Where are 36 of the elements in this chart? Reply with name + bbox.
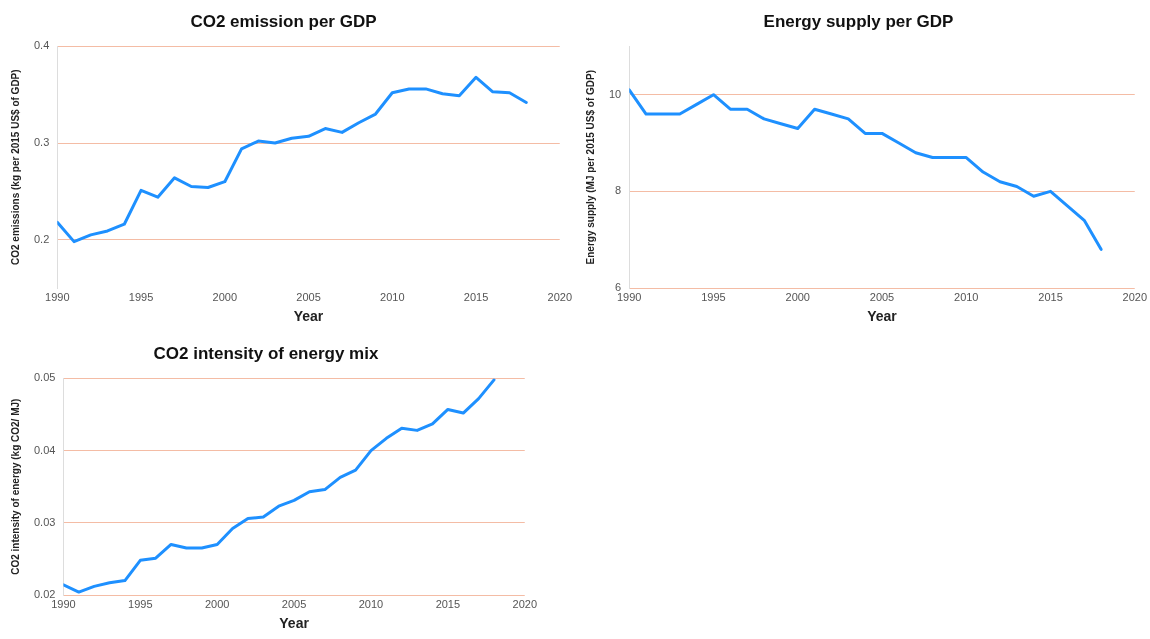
x-tick-label: 2000: [212, 290, 238, 303]
x-tick-label: 2020: [547, 290, 573, 303]
y-axis-title: CO2 intensity of energy (kg CO2/ MJ): [9, 398, 21, 575]
x-tick-label: 2015: [463, 290, 489, 303]
x-axis-title: Year: [293, 308, 324, 325]
x-tick-label: 2020: [1122, 290, 1148, 303]
chart-title: Energy supply per GDP: [763, 11, 954, 31]
y-tick-label: 0.05: [33, 371, 56, 384]
x-tick-label: 2010: [380, 290, 405, 303]
x-tick-label: 2015: [435, 597, 461, 610]
x-tick-label: 2005: [296, 290, 321, 303]
y-tick-label: 0.3: [33, 136, 50, 149]
chart-title: CO2 emission per GDP: [190, 11, 377, 31]
x-axis-title: Year: [867, 308, 898, 325]
x-tick-label: 2015: [1038, 290, 1063, 303]
x-tick-label: 2010: [954, 290, 979, 303]
x-tick-label: 1990: [45, 290, 70, 303]
y-tick-label: 0.2: [33, 232, 50, 245]
y-axis-title: Energy supply (MJ per 2015 US$ of GDP): [584, 69, 596, 265]
x-tick-label: 2000: [204, 597, 230, 610]
y-tick-label: 0.4: [33, 39, 50, 52]
y-tick-label: 0.03: [33, 515, 56, 528]
x-tick-label: 2010: [358, 597, 384, 610]
x-tick-label: 1995: [701, 290, 726, 303]
y-axis-title: CO2 emissions (kg per 2015 US$ of GDP): [9, 69, 21, 266]
y-tick-label: 10: [608, 87, 622, 100]
chart-title: CO2 intensity of energy mix: [153, 343, 379, 363]
x-tick-label: 2000: [785, 290, 810, 303]
y-tick-label: 8: [615, 184, 622, 197]
y-tick-label: 0.04: [33, 443, 56, 456]
x-tick-label: 2020: [512, 597, 538, 610]
x-tick-label: 2005: [281, 597, 307, 610]
x-axis-title: Year: [279, 615, 310, 632]
x-tick-label: 2005: [869, 290, 895, 303]
x-tick-label: 1995: [128, 290, 154, 303]
x-tick-label: 1995: [128, 597, 153, 610]
